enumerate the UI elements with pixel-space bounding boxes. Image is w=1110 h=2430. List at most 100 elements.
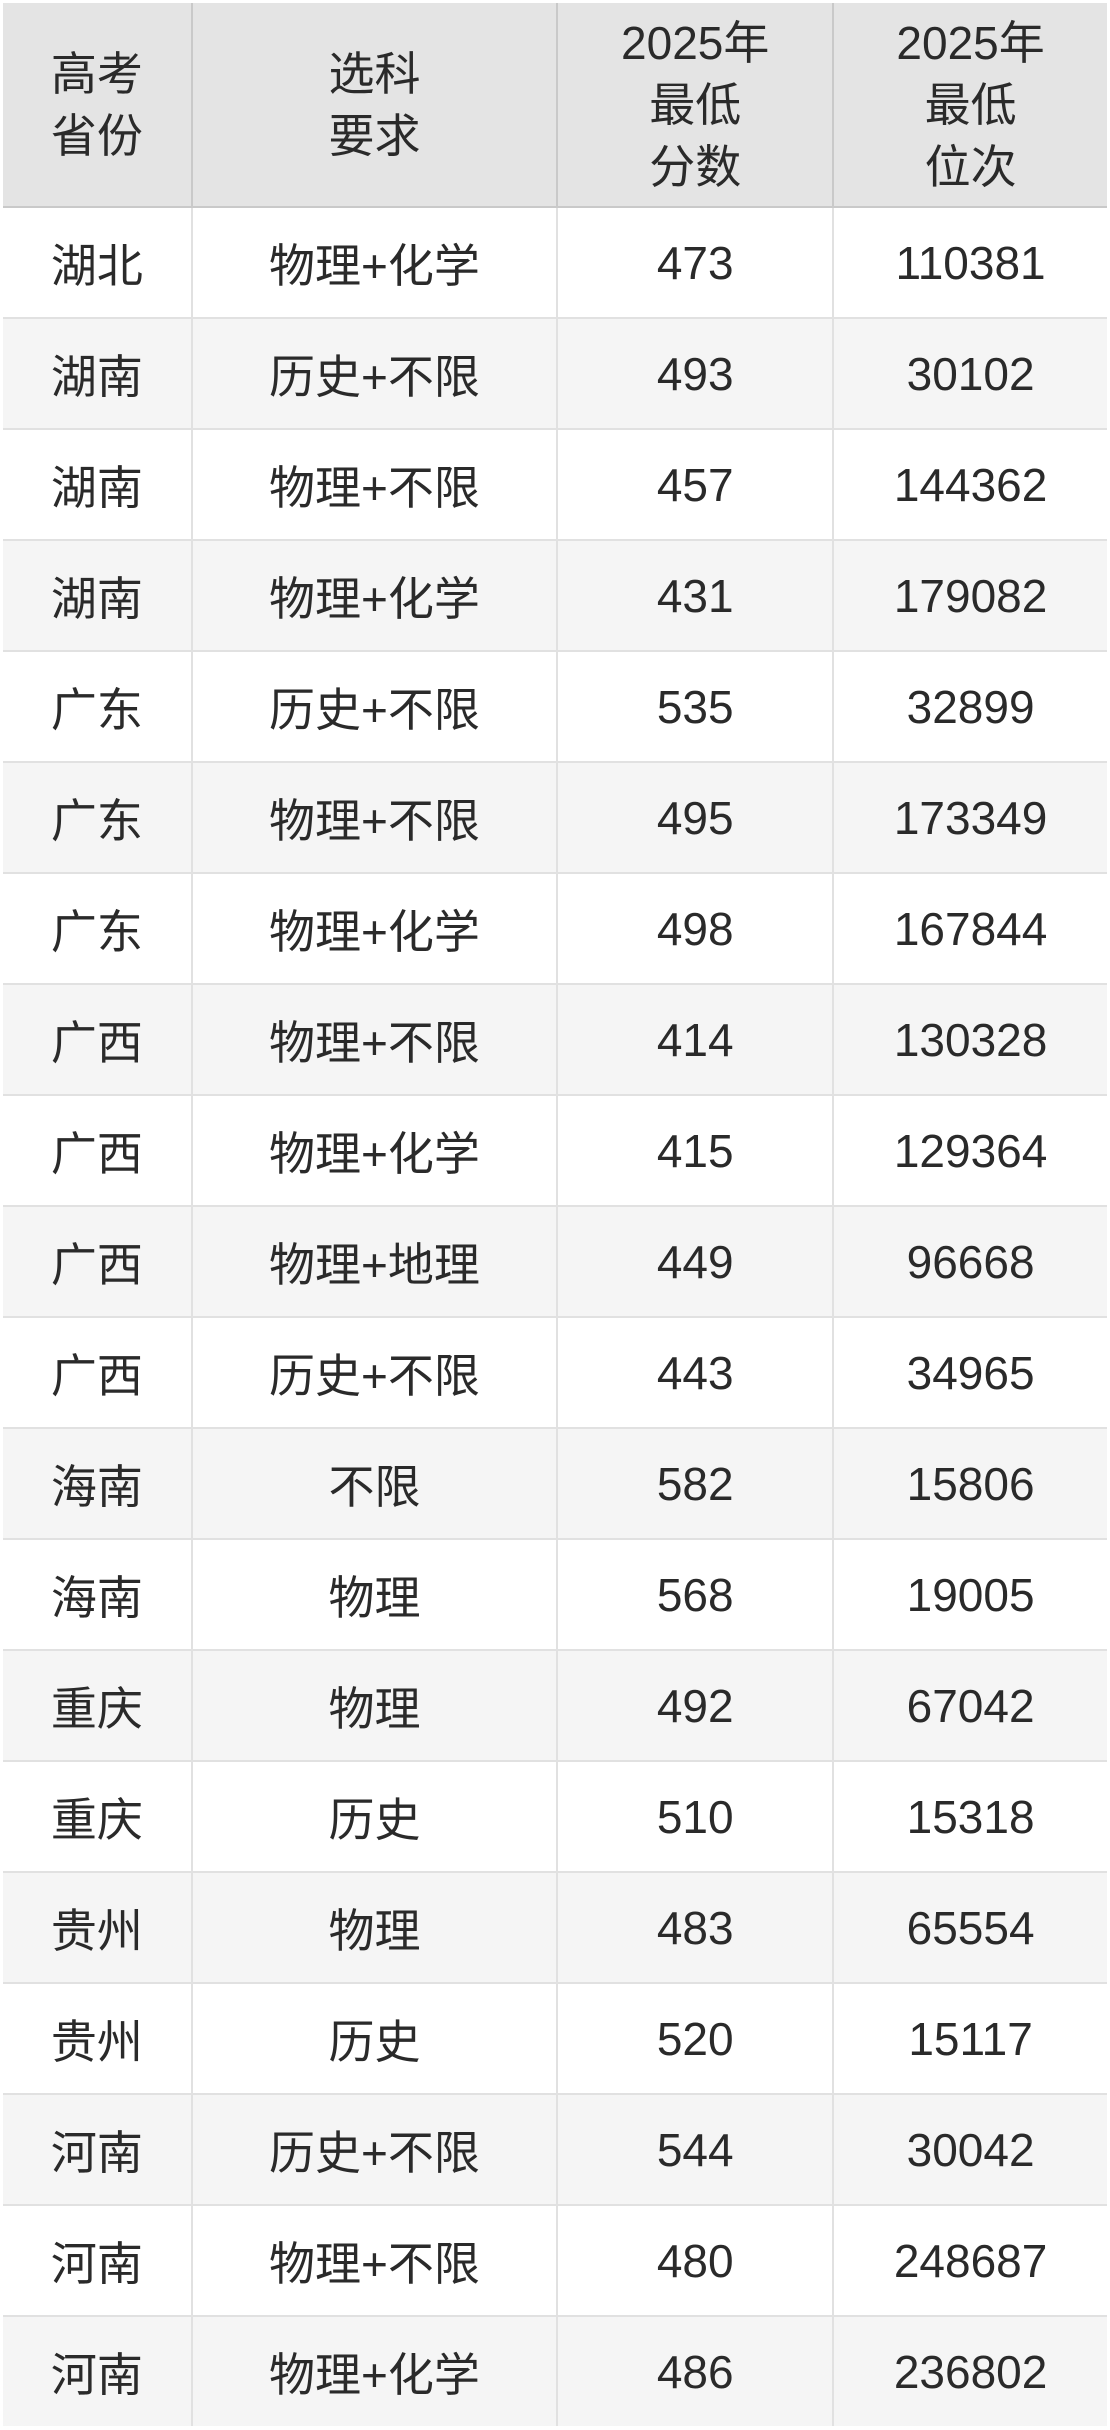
cell-min-score: 480 <box>556 2204 835 2317</box>
cell-subject-requirement: 物理 <box>190 1649 559 1762</box>
cell-province: 重庆 <box>3 1649 193 1762</box>
cell-min-rank: 34965 <box>832 1316 1107 1429</box>
cell-subject-requirement: 历史 <box>190 1760 559 1873</box>
table-row: 海南 不限 582 15806 <box>3 1427 1107 1540</box>
cell-province: 广西 <box>3 1316 193 1429</box>
cell-subject-requirement: 物理+不限 <box>190 2204 559 2317</box>
cell-province: 海南 <box>3 1427 193 1540</box>
table-row: 广东 历史+不限 535 32899 <box>3 650 1107 763</box>
cell-subject-requirement: 历史+不限 <box>190 2093 559 2206</box>
header-row: 高考 省份 选科 要求 2025年 最低 分数 2025年 最低 位次 <box>3 3 1107 208</box>
table-row: 广西 物理+化学 415 129364 <box>3 1094 1107 1207</box>
cell-min-rank: 129364 <box>832 1094 1107 1207</box>
cell-province: 湖南 <box>3 539 193 652</box>
cell-province: 湖北 <box>3 206 193 319</box>
cell-min-score: 483 <box>556 1871 835 1984</box>
cell-min-rank: 32899 <box>832 650 1107 763</box>
cell-min-rank: 248687 <box>832 2204 1107 2317</box>
cell-min-score: 473 <box>556 206 835 319</box>
table-row: 河南 物理+化学 486 236802 <box>3 2315 1107 2426</box>
cell-min-rank: 15806 <box>832 1427 1107 1540</box>
cell-province: 河南 <box>3 2315 193 2426</box>
table-row: 湖南 物理+不限 457 144362 <box>3 428 1107 541</box>
cell-min-rank: 19005 <box>832 1538 1107 1651</box>
cell-province: 重庆 <box>3 1760 193 1873</box>
cell-min-score: 568 <box>556 1538 835 1651</box>
cell-province: 广东 <box>3 650 193 763</box>
cell-province: 河南 <box>3 2093 193 2206</box>
cell-min-score: 510 <box>556 1760 835 1873</box>
table-row: 广东 物理+化学 498 167844 <box>3 872 1107 985</box>
cell-subject-requirement: 历史+不限 <box>190 1316 559 1429</box>
column-header-min-score-2025: 2025年 最低 分数 <box>556 3 835 208</box>
cell-province: 贵州 <box>3 1871 193 1984</box>
cell-subject-requirement: 物理+化学 <box>190 872 559 985</box>
cell-subject-requirement: 历史+不限 <box>190 650 559 763</box>
cell-subject-requirement: 物理+地理 <box>190 1205 559 1318</box>
cell-subject-requirement: 历史+不限 <box>190 317 559 430</box>
admission-score-table-page: 高考 省份 选科 要求 2025年 最低 分数 2025年 最低 位次 湖北 物… <box>3 3 1107 2427</box>
cell-province: 湖南 <box>3 428 193 541</box>
cell-min-score: 520 <box>556 1982 835 2095</box>
cell-min-score: 492 <box>556 1649 835 1762</box>
cell-subject-requirement: 物理+化学 <box>190 2315 559 2426</box>
table-row: 湖南 历史+不限 493 30102 <box>3 317 1107 430</box>
cell-province: 河南 <box>3 2204 193 2317</box>
cell-min-score: 582 <box>556 1427 835 1540</box>
column-header-min-rank-2025: 2025年 最低 位次 <box>832 3 1107 208</box>
cell-province: 海南 <box>3 1538 193 1651</box>
cell-min-score: 457 <box>556 428 835 541</box>
cell-min-rank: 144362 <box>832 428 1107 541</box>
table-header: 高考 省份 选科 要求 2025年 最低 分数 2025年 最低 位次 <box>3 3 1107 208</box>
cell-province: 广东 <box>3 872 193 985</box>
table-row: 河南 物理+不限 480 248687 <box>3 2204 1107 2317</box>
cell-min-rank: 179082 <box>832 539 1107 652</box>
cell-subject-requirement: 历史 <box>190 1982 559 2095</box>
table-row: 广东 物理+不限 495 173349 <box>3 761 1107 874</box>
cell-min-rank: 65554 <box>832 1871 1107 1984</box>
cell-subject-requirement: 物理+化学 <box>190 206 559 319</box>
cell-province: 广西 <box>3 1205 193 1318</box>
cell-min-rank: 15318 <box>832 1760 1107 1873</box>
cell-subject-requirement: 物理+化学 <box>190 539 559 652</box>
cell-min-score: 493 <box>556 317 835 430</box>
table-row: 广西 物理+地理 449 96668 <box>3 1205 1107 1318</box>
cell-min-score: 443 <box>556 1316 835 1429</box>
table-row: 广西 物理+不限 414 130328 <box>3 983 1107 1096</box>
table-row: 湖南 物理+化学 431 179082 <box>3 539 1107 652</box>
cell-min-score: 486 <box>556 2315 835 2426</box>
cell-subject-requirement: 物理 <box>190 1538 559 1651</box>
cell-min-score: 544 <box>556 2093 835 2206</box>
table-row: 贵州 历史 520 15117 <box>3 1982 1107 2095</box>
cell-min-rank: 110381 <box>832 206 1107 319</box>
table-row: 湖北 物理+化学 473 110381 <box>3 206 1107 319</box>
cell-province: 广东 <box>3 761 193 874</box>
cell-province: 广西 <box>3 1094 193 1207</box>
cell-province: 贵州 <box>3 1982 193 2095</box>
table-row: 重庆 物理 492 67042 <box>3 1649 1107 1762</box>
table-row: 河南 历史+不限 544 30042 <box>3 2093 1107 2206</box>
table-row: 海南 物理 568 19005 <box>3 1538 1107 1651</box>
column-header-subject-requirement: 选科 要求 <box>190 3 559 208</box>
cell-min-rank: 173349 <box>832 761 1107 874</box>
cell-subject-requirement: 物理 <box>190 1871 559 1984</box>
cell-min-rank: 15117 <box>832 1982 1107 2095</box>
cell-min-rank: 130328 <box>832 983 1107 1096</box>
cell-min-rank: 167844 <box>832 872 1107 985</box>
cell-min-rank: 236802 <box>832 2315 1107 2426</box>
cell-subject-requirement: 物理+不限 <box>190 761 559 874</box>
cell-min-score: 431 <box>556 539 835 652</box>
cell-subject-requirement: 物理+不限 <box>190 983 559 1096</box>
cell-min-score: 498 <box>556 872 835 985</box>
cell-province: 湖南 <box>3 317 193 430</box>
table-row: 重庆 历史 510 15318 <box>3 1760 1107 1873</box>
table-row: 贵州 物理 483 65554 <box>3 1871 1107 1984</box>
table-body: 湖北 物理+化学 473 110381 湖南 历史+不限 493 30102 湖… <box>3 206 1107 2426</box>
table-row: 广西 历史+不限 443 34965 <box>3 1316 1107 1429</box>
cell-min-score: 449 <box>556 1205 835 1318</box>
admission-score-table: 高考 省份 选科 要求 2025年 最低 分数 2025年 最低 位次 湖北 物… <box>3 3 1107 2426</box>
cell-min-score: 535 <box>556 650 835 763</box>
cell-min-score: 414 <box>556 983 835 1096</box>
cell-min-rank: 96668 <box>832 1205 1107 1318</box>
cell-min-rank: 67042 <box>832 1649 1107 1762</box>
